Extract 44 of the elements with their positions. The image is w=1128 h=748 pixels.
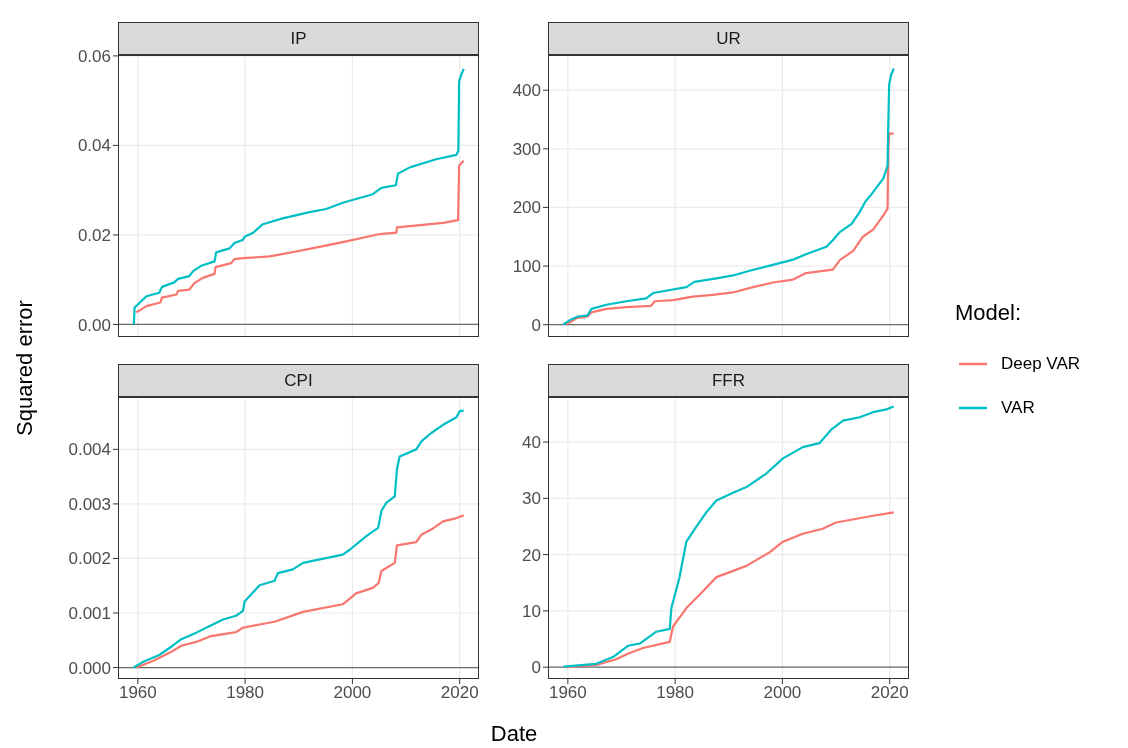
line-series — [132, 409, 465, 669]
chart-title: CPI — [284, 370, 313, 391]
y-tick-label: 0 — [531, 658, 541, 678]
y-axis-title: Squared error — [12, 300, 38, 436]
line-series — [132, 67, 465, 326]
x-tick-label: 2000 — [333, 683, 372, 703]
y-tick-label: 200 — [512, 198, 541, 218]
x-tick-label: 1980 — [656, 683, 695, 703]
legend-title: Model: — [955, 300, 1023, 326]
y-tick-label: 20 — [522, 545, 541, 565]
x-tick-label: 1980 — [226, 683, 265, 703]
x-axis-title: Date — [490, 721, 538, 747]
y-tick-label: 0.001 — [68, 604, 111, 624]
y-tick-label: 100 — [512, 257, 541, 277]
y-tick-label: 0.00 — [77, 315, 111, 335]
chart-title: IP — [290, 28, 307, 49]
line-series — [135, 514, 465, 669]
y-tick-label: 300 — [512, 139, 541, 159]
chart-title: FFR — [711, 370, 746, 391]
y-tick-label: 40 — [522, 433, 541, 453]
chart-title: UR — [716, 28, 741, 49]
legend-label: Deep VAR — [1001, 354, 1081, 374]
y-tick-label: 0.06 — [77, 46, 111, 66]
legend-label: VAR — [1001, 398, 1035, 418]
x-tick-label: 2020 — [440, 683, 479, 703]
y-tick-label: 0.004 — [68, 440, 111, 460]
line-series — [565, 511, 895, 669]
y-tick-label: 0.002 — [68, 549, 111, 569]
y-tick-label: 0.02 — [77, 225, 111, 245]
x-tick-label: 2000 — [763, 683, 802, 703]
x-tick-label: 2020 — [870, 683, 909, 703]
x-tick-label: 1960 — [118, 683, 157, 703]
y-tick-label: 0.003 — [68, 494, 111, 514]
y-tick-label: 0 — [531, 315, 541, 335]
line-series — [135, 159, 465, 314]
line-series — [561, 67, 895, 326]
line-series — [562, 405, 895, 668]
y-tick-label: 400 — [512, 81, 541, 101]
line-series — [565, 132, 895, 326]
y-tick-label: 0.04 — [77, 136, 111, 156]
y-tick-label: 0.000 — [68, 658, 111, 678]
y-tick-label: 10 — [522, 601, 541, 621]
x-tick-label: 1960 — [548, 683, 587, 703]
y-tick-label: 30 — [522, 489, 541, 509]
